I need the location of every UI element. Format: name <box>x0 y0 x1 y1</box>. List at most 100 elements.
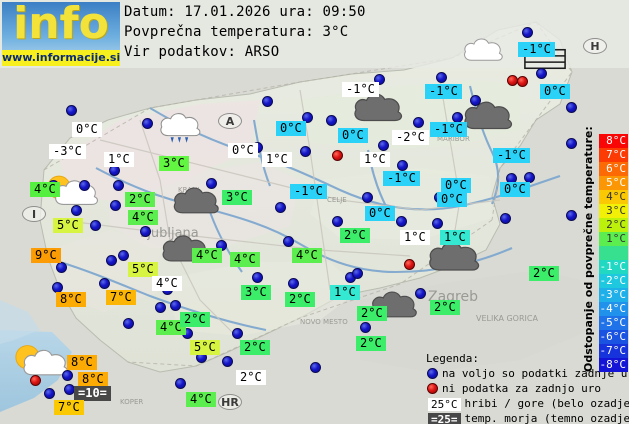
station-dot-available[interactable] <box>262 96 273 107</box>
station-dot-available[interactable] <box>310 362 321 373</box>
station-dot-available[interactable] <box>142 118 153 129</box>
legend-red-dot-icon <box>427 383 438 394</box>
station-dot-available[interactable] <box>71 205 82 216</box>
temperature-label: 5°C <box>190 340 220 355</box>
station-dot-available[interactable] <box>44 388 55 399</box>
station-dot-available[interactable] <box>362 192 373 203</box>
station-dot-available[interactable] <box>140 226 151 237</box>
station-dot-available[interactable] <box>252 272 263 283</box>
station-dot-available[interactable] <box>332 216 343 227</box>
station-dot-available[interactable] <box>566 210 577 221</box>
station-dot-available[interactable] <box>566 102 577 113</box>
legend-sea-chip: =25= <box>428 412 461 424</box>
temperature-label: -1°C <box>425 84 462 99</box>
temperature-label: 4°C <box>30 182 60 197</box>
temperature-label: 4°C <box>230 252 260 267</box>
station-dot-available[interactable] <box>436 72 447 83</box>
temperature-label: -1°C <box>518 42 555 57</box>
station-dot-available[interactable] <box>155 302 166 313</box>
legend-item-label: ni podatka za zadnjo uro <box>442 382 601 395</box>
dark-cloud-icon <box>460 96 518 138</box>
station-dot-available[interactable] <box>62 370 73 381</box>
station-dot-available[interactable] <box>66 105 77 116</box>
temperature-label: -2°C <box>392 130 429 145</box>
temperature-label: 3°C <box>241 285 271 300</box>
station-dot-no-data[interactable] <box>404 259 415 270</box>
country-badge: A <box>218 113 242 129</box>
station-dot-available[interactable] <box>288 278 299 289</box>
station-dot-available[interactable] <box>113 180 124 191</box>
station-dot-available[interactable] <box>378 140 389 151</box>
temperature-label: -1°C <box>342 82 379 97</box>
station-dot-available[interactable] <box>374 74 385 85</box>
station-dot-available[interactable] <box>536 68 547 79</box>
station-dot-available[interactable] <box>470 95 481 106</box>
station-dot-available[interactable] <box>413 117 424 128</box>
sun-cloud-icon <box>12 338 70 386</box>
station-dot-available[interactable] <box>566 138 577 149</box>
station-dot-available[interactable] <box>175 378 186 389</box>
station-dot-available[interactable] <box>222 356 233 367</box>
station-dot-available[interactable] <box>56 262 67 273</box>
station-dot-available[interactable] <box>432 218 443 229</box>
scale-cell: -4°C <box>599 302 628 316</box>
scale-cell: 7°C <box>599 148 628 162</box>
station-dot-available[interactable] <box>300 146 311 157</box>
scale-title: Odstopanje od povprečne temperature: <box>582 126 595 372</box>
station-dot-available[interactable] <box>302 112 313 123</box>
station-dot-available[interactable] <box>232 328 243 339</box>
country-badge: HR <box>218 394 242 410</box>
station-dot-available[interactable] <box>206 178 217 189</box>
station-dot-available[interactable] <box>90 220 101 231</box>
temperature-label: 5°C <box>53 218 83 233</box>
station-dot-available[interactable] <box>110 200 121 211</box>
scale-cell: 4°C <box>599 190 628 204</box>
header-data-source: Vir podatkov: ARSO <box>124 44 280 60</box>
station-dot-available[interactable] <box>79 180 90 191</box>
site-logo[interactable]: info www.informacije.si <box>2 2 120 66</box>
scale-cell: 2°C <box>599 218 628 232</box>
temperature-label: 0°C <box>500 182 530 197</box>
temperature-label: 2°C <box>285 292 315 307</box>
temperature-label: 4°C <box>186 392 216 407</box>
station-dot-available[interactable] <box>396 216 407 227</box>
scale-cell <box>599 246 628 260</box>
station-dot-available[interactable] <box>397 160 408 171</box>
temperature-label: 4°C <box>128 210 158 225</box>
temperature-label: 0°C <box>338 128 368 143</box>
station-dot-available[interactable] <box>500 213 511 224</box>
temperature-label: 0°C <box>276 121 306 136</box>
station-dot-no-data[interactable] <box>332 150 343 161</box>
station-dot-available[interactable] <box>99 278 110 289</box>
legend-item-label: na voljo so podatki zadnje ure <box>442 367 629 380</box>
temperature-label: 3°C <box>222 190 252 205</box>
station-dot-available[interactable] <box>118 250 129 261</box>
sea-temperature-label: =10= <box>74 386 111 401</box>
station-dot-no-data[interactable] <box>30 375 41 386</box>
scale-cell: 3°C <box>599 204 628 218</box>
logo-wordmark: info <box>13 2 109 49</box>
station-dot-available[interactable] <box>360 322 371 333</box>
legend-mountain-chip: 25°C <box>428 397 461 411</box>
station-dot-available[interactable] <box>415 288 426 299</box>
station-dot-available[interactable] <box>522 27 533 38</box>
station-dot-available[interactable] <box>106 255 117 266</box>
temperature-label: 7°C <box>106 290 136 305</box>
temperature-label: 0°C <box>441 178 471 193</box>
temperature-label: 0°C <box>365 206 395 221</box>
station-dot-available[interactable] <box>352 268 363 279</box>
temperature-label: 1°C <box>400 230 430 245</box>
station-dot-available[interactable] <box>170 300 181 311</box>
station-dot-available[interactable] <box>123 318 134 329</box>
temperature-label: 9°C <box>31 248 61 263</box>
temperature-label: -1°C <box>430 122 467 137</box>
station-dot-available[interactable] <box>275 202 286 213</box>
station-dot-available[interactable] <box>283 236 294 247</box>
temperature-label: 1°C <box>262 152 292 167</box>
temperature-label: 0°C <box>228 143 258 158</box>
station-dot-available[interactable] <box>326 115 337 126</box>
station-dot-no-data[interactable] <box>517 76 528 87</box>
legend-title: Legenda: <box>426 352 479 365</box>
temperature-label: 7°C <box>54 400 84 415</box>
